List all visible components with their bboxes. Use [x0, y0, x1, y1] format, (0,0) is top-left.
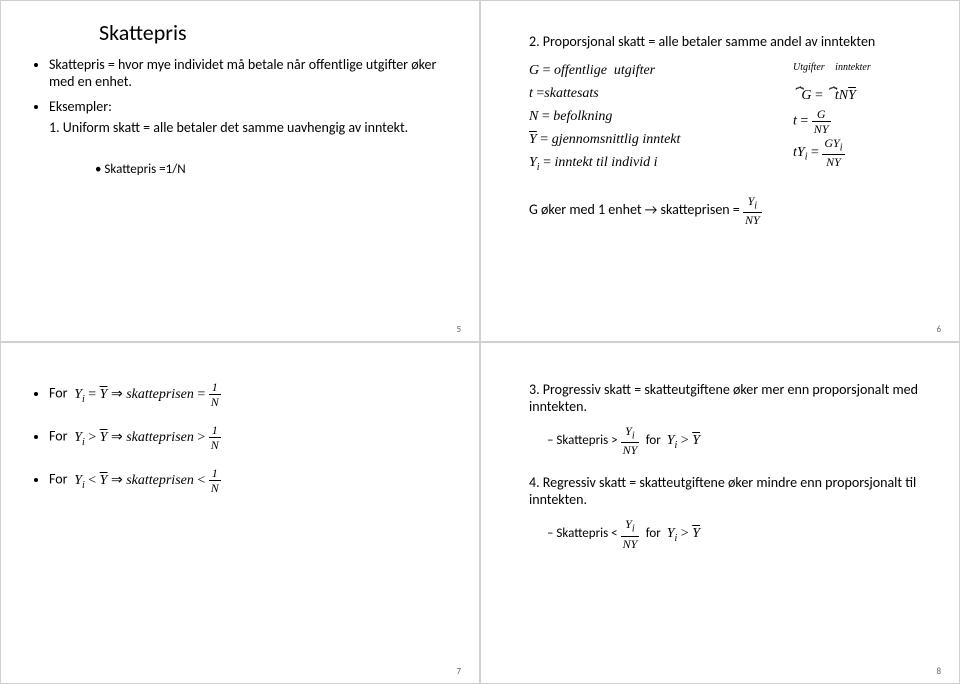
- sub-skattepris-1n: Skattepris =1/N: [95, 162, 453, 177]
- slide-8: 3. Progressiv skatt = skatteutgiftene øk…: [480, 342, 960, 684]
- case-lt: For Yi < Y ⇒ skatteprisen < 1N: [49, 467, 453, 494]
- skatteprisen-word-3: skatteprisen: [126, 473, 194, 488]
- math-definitions: G = offentlige utgifter t =skattesats N …: [529, 58, 773, 177]
- progressiv-formula: – Skattepris > YiNY for Yi > Y: [547, 425, 933, 456]
- slide-5: Skattepris Skattepris = hvor mye individ…: [0, 0, 480, 342]
- for-label-3: For: [49, 471, 68, 488]
- slide-7: For Yi = Y ⇒ skatteprisen = 1N For Yi > …: [0, 342, 480, 684]
- item-progressiv: 3. Progressiv skatt = skatteutgiftene øk…: [529, 381, 933, 415]
- bullet-examples: Eksempler:: [49, 98, 453, 115]
- item-uniform: 1. Uniform skatt = alle betaler det samm…: [49, 119, 453, 136]
- case-eq: For Yi = Y ⇒ skatteprisen = 1N: [49, 381, 453, 408]
- conclusion-line: G øker med 1 enhet → skatteprisen = YiNY: [529, 195, 933, 226]
- label-utgifter: Utgifter: [793, 62, 825, 73]
- page-number: 5: [456, 324, 461, 335]
- for-label-a: for: [646, 433, 661, 448]
- math-right-column: Utgifter inntekter ⏞G = ⏞tNY t = GNY tYi…: [793, 58, 933, 177]
- conclusion-text: G øker med 1 enhet → skatteprisen =: [529, 201, 743, 218]
- label-inntekter: inntekter: [835, 62, 871, 73]
- slide-6: 2. Proporsjonal skatt = alle betaler sam…: [480, 0, 960, 342]
- page-number: 8: [936, 666, 941, 677]
- for-label-b: for: [646, 526, 661, 541]
- page-number: 6: [936, 324, 941, 335]
- skattepris-gt-label: Skattepris >: [556, 433, 617, 448]
- case-gt: For Yi > Y ⇒ skatteprisen > 1N: [49, 424, 453, 451]
- skatteprisen-word-2: skatteprisen: [126, 430, 194, 445]
- page-number: 7: [456, 666, 461, 677]
- skattepris-lt-label: Skattepris <: [556, 526, 617, 541]
- slide-title: Skattepris: [99, 19, 453, 46]
- item-proporsjonal: 2. Proporsjonal skatt = alle betaler sam…: [529, 33, 933, 50]
- bullet-def: Skattepris = hvor mye individet må betal…: [49, 56, 453, 90]
- regressiv-formula: – Skattepris < YiNY for Yi > Y: [547, 518, 933, 549]
- for-label-1: For: [49, 385, 68, 402]
- skatteprisen-word-1: skatteprisen: [126, 387, 194, 402]
- item-regressiv: 4. Regressiv skatt = skatteutgiftene øke…: [529, 474, 933, 508]
- for-label-2: For: [49, 428, 68, 445]
